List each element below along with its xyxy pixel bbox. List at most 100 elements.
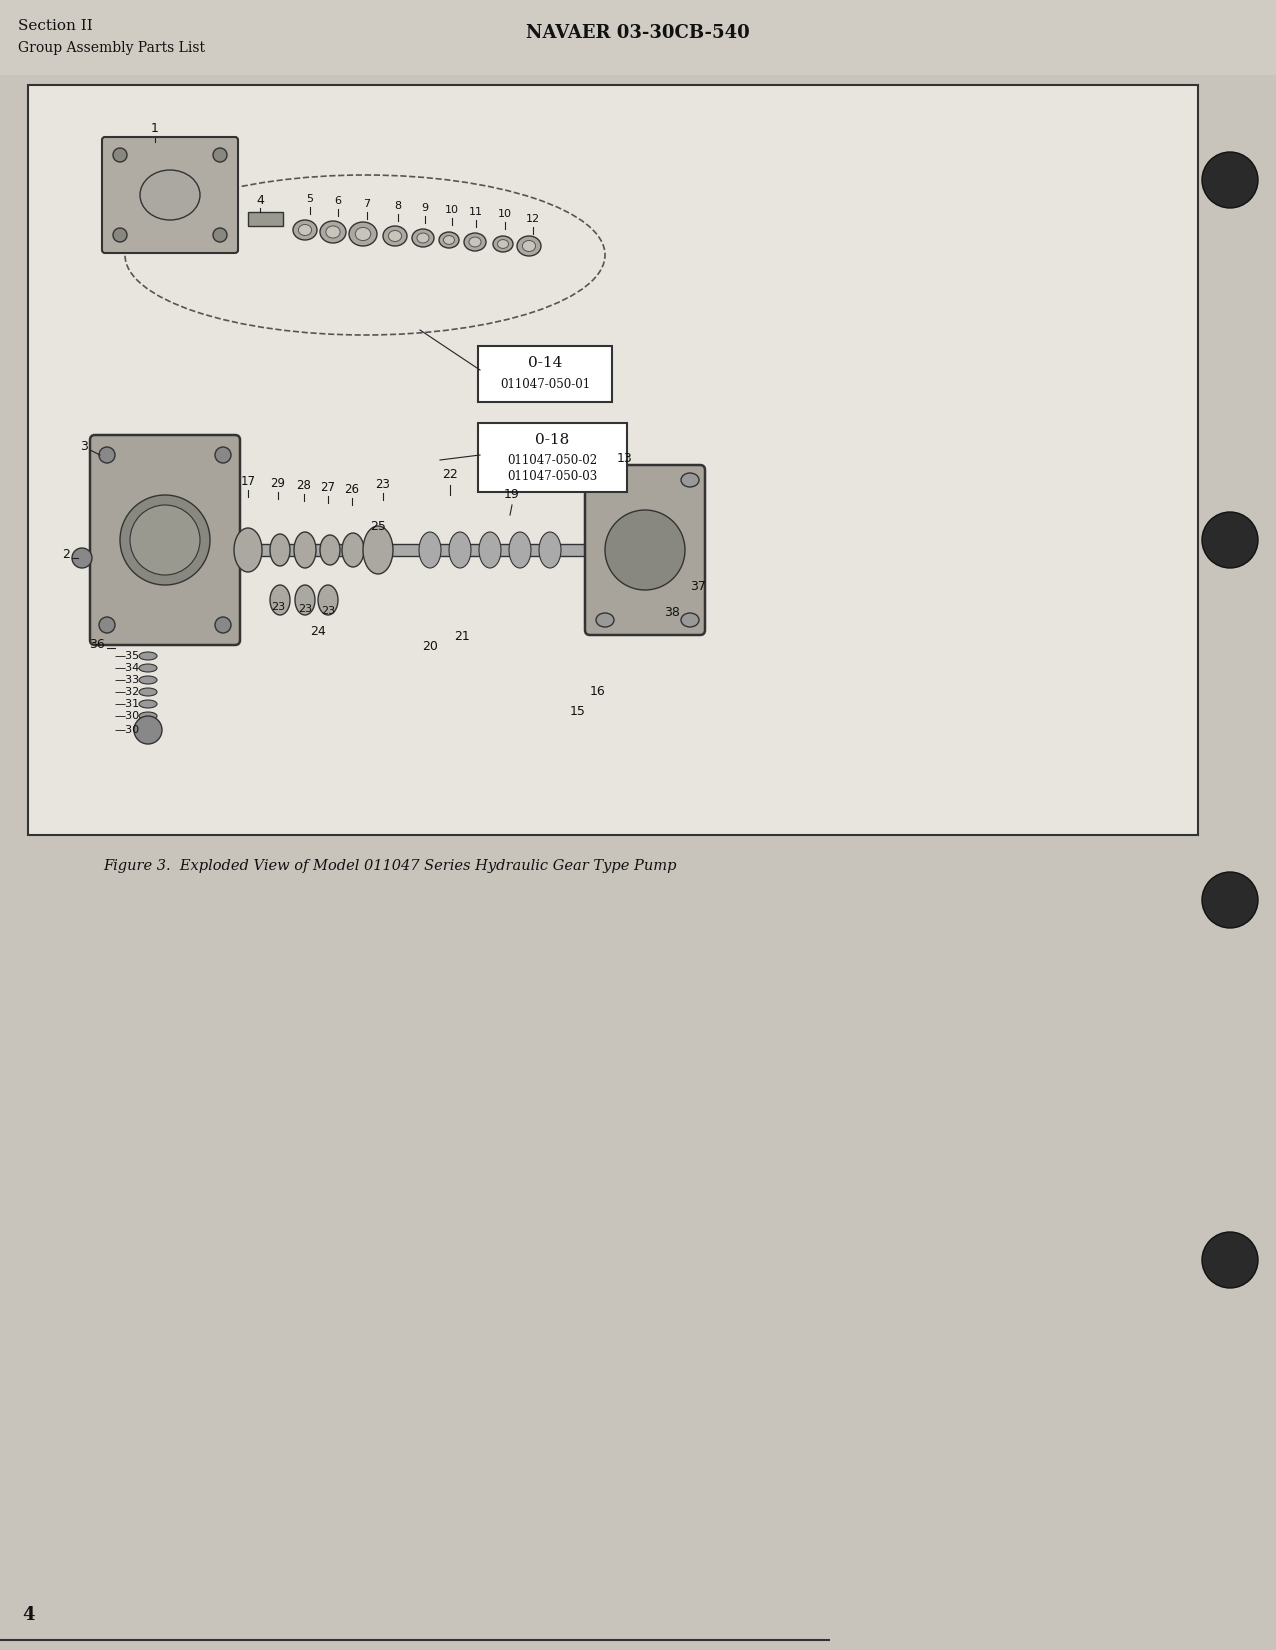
Text: NAVAER 03-30CB-540: NAVAER 03-30CB-540: [526, 25, 750, 41]
Ellipse shape: [522, 241, 536, 251]
Ellipse shape: [320, 535, 339, 564]
Text: 21: 21: [454, 630, 470, 644]
Ellipse shape: [449, 531, 471, 568]
Text: —31: —31: [115, 700, 140, 710]
Text: 011047-050-02: 011047-050-02: [507, 454, 597, 467]
Text: 37: 37: [690, 581, 706, 592]
Bar: [0, 0, 1276, 74]
Ellipse shape: [596, 614, 614, 627]
Text: 011047-050-03: 011047-050-03: [507, 470, 597, 483]
Text: 24: 24: [310, 625, 325, 639]
Ellipse shape: [383, 226, 407, 246]
Ellipse shape: [139, 688, 157, 696]
Text: 11: 11: [470, 206, 484, 218]
Text: 4: 4: [256, 195, 264, 206]
Ellipse shape: [293, 219, 316, 239]
Ellipse shape: [139, 713, 157, 719]
Ellipse shape: [318, 586, 338, 615]
Text: —34: —34: [115, 663, 140, 673]
Text: 0-14: 0-14: [528, 356, 563, 370]
Ellipse shape: [271, 535, 290, 566]
Ellipse shape: [596, 474, 614, 487]
Circle shape: [1202, 1233, 1258, 1289]
Circle shape: [130, 505, 200, 574]
Circle shape: [605, 510, 685, 591]
Circle shape: [100, 447, 115, 464]
Text: 10: 10: [498, 210, 512, 219]
Text: 20: 20: [422, 640, 438, 653]
FancyBboxPatch shape: [91, 436, 240, 645]
Ellipse shape: [325, 226, 341, 238]
Ellipse shape: [493, 236, 513, 252]
Ellipse shape: [412, 229, 434, 248]
Ellipse shape: [293, 531, 316, 568]
Ellipse shape: [299, 224, 311, 236]
Text: 8: 8: [394, 201, 402, 211]
Ellipse shape: [355, 228, 371, 241]
Ellipse shape: [509, 531, 531, 568]
Bar: [248, 211, 283, 226]
Text: —33: —33: [115, 675, 140, 685]
Circle shape: [213, 148, 227, 162]
Ellipse shape: [419, 531, 441, 568]
Text: 12: 12: [526, 214, 540, 224]
Text: 36: 36: [89, 639, 105, 652]
Text: 15: 15: [570, 705, 586, 718]
Bar: [28, 86, 1198, 835]
Text: 2: 2: [63, 548, 70, 561]
Circle shape: [1202, 512, 1258, 568]
Ellipse shape: [470, 238, 481, 248]
Text: 3: 3: [80, 441, 88, 454]
Text: Group Assembly Parts List: Group Assembly Parts List: [18, 41, 205, 54]
Text: 23: 23: [375, 478, 390, 492]
Text: 9: 9: [421, 203, 429, 213]
FancyBboxPatch shape: [584, 465, 706, 635]
Circle shape: [1202, 871, 1258, 927]
Circle shape: [214, 617, 231, 634]
FancyBboxPatch shape: [478, 422, 627, 492]
Ellipse shape: [320, 221, 346, 243]
Ellipse shape: [681, 474, 699, 487]
Ellipse shape: [295, 586, 315, 615]
Text: 13: 13: [618, 452, 633, 465]
Text: 23: 23: [322, 606, 336, 615]
Circle shape: [114, 228, 128, 243]
Text: —30: —30: [115, 724, 140, 734]
Text: 10: 10: [445, 205, 459, 214]
Text: 16: 16: [590, 685, 606, 698]
Ellipse shape: [439, 233, 459, 248]
Ellipse shape: [464, 233, 486, 251]
Ellipse shape: [139, 652, 157, 660]
Text: 011047-050-01: 011047-050-01: [500, 378, 590, 391]
Text: 6: 6: [334, 196, 342, 206]
Ellipse shape: [417, 233, 429, 243]
Ellipse shape: [362, 526, 393, 574]
Ellipse shape: [140, 170, 200, 219]
Text: 7: 7: [364, 200, 370, 210]
Text: —35: —35: [115, 652, 140, 662]
Text: 5: 5: [306, 195, 314, 205]
Bar: [240, 544, 670, 556]
Circle shape: [120, 495, 211, 586]
Text: 1: 1: [151, 122, 160, 135]
FancyBboxPatch shape: [478, 346, 612, 403]
Text: 28: 28: [296, 478, 311, 492]
Text: —32: —32: [115, 686, 140, 696]
Text: Section II: Section II: [18, 20, 93, 33]
Text: 0-18: 0-18: [535, 432, 569, 447]
Ellipse shape: [498, 239, 509, 249]
Text: 23: 23: [271, 602, 285, 612]
Text: 23: 23: [297, 604, 313, 614]
Text: 17: 17: [240, 475, 255, 488]
Circle shape: [114, 148, 128, 162]
Circle shape: [213, 228, 227, 243]
Circle shape: [1202, 152, 1258, 208]
Ellipse shape: [517, 236, 541, 256]
Ellipse shape: [139, 676, 157, 685]
Text: Figure 3.  Exploded View of Model 011047 Series Hydraulic Gear Type Pump: Figure 3. Exploded View of Model 011047 …: [103, 860, 676, 873]
FancyBboxPatch shape: [102, 137, 239, 252]
Ellipse shape: [139, 700, 157, 708]
Text: 19: 19: [504, 488, 519, 502]
Text: 27: 27: [320, 482, 336, 493]
Ellipse shape: [444, 236, 454, 244]
